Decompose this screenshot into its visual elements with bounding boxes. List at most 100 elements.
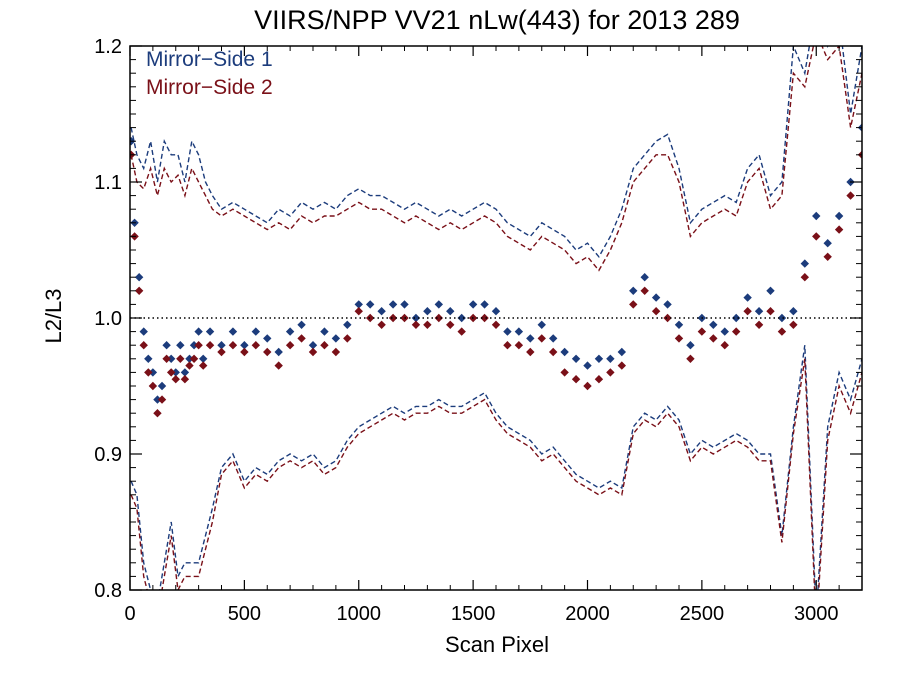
data-point-ms2 bbox=[491, 320, 501, 329]
data-point-ms2 bbox=[297, 334, 306, 343]
data-point-ms1 bbox=[162, 341, 171, 350]
x-tick-label: 2500 bbox=[680, 603, 725, 625]
data-point-ms2 bbox=[697, 327, 707, 336]
data-point-ms1 bbox=[731, 313, 741, 323]
x-tick-label: 1000 bbox=[337, 603, 382, 625]
data-point-ms2 bbox=[274, 361, 283, 370]
data-point-ms1 bbox=[663, 300, 672, 309]
data-point-ms2 bbox=[153, 409, 162, 418]
data-point-ms2 bbox=[185, 361, 194, 370]
data-point-ms1 bbox=[180, 368, 190, 377]
data-point-ms1 bbox=[434, 300, 444, 309]
data-point-ms2 bbox=[166, 368, 176, 377]
data-point-ms1 bbox=[285, 327, 295, 336]
data-point-ms1 bbox=[560, 347, 569, 357]
data-point-ms1 bbox=[343, 320, 352, 329]
data-point-ms1 bbox=[457, 313, 466, 323]
x-tick-label: 0 bbox=[124, 603, 135, 625]
data-point-ms1 bbox=[720, 327, 729, 336]
data-point-ms1 bbox=[274, 347, 283, 357]
plot-area bbox=[130, 46, 862, 590]
data-point-ms1 bbox=[331, 334, 341, 343]
data-point-ms1 bbox=[617, 347, 627, 357]
data-point-ms1 bbox=[754, 307, 764, 316]
data-point-ms1 bbox=[189, 341, 199, 350]
data-point-ms2 bbox=[560, 368, 569, 377]
series-line-mirror-side-2-upper-bound bbox=[130, 46, 862, 272]
data-point-ms2 bbox=[285, 341, 295, 350]
data-point-ms2 bbox=[800, 273, 810, 282]
data-point-ms2 bbox=[709, 334, 718, 343]
data-point-ms2 bbox=[377, 320, 386, 329]
data-point-ms2 bbox=[651, 307, 661, 316]
data-point-ms1 bbox=[777, 313, 787, 323]
data-point-ms1 bbox=[297, 320, 306, 329]
x-tick-label: 1500 bbox=[451, 603, 496, 625]
data-point-ms1 bbox=[834, 211, 844, 221]
data-point-ms2 bbox=[343, 334, 352, 343]
data-point-ms1 bbox=[594, 354, 604, 363]
data-point-ms2 bbox=[411, 320, 421, 329]
legend-entry-mirror-side-1: Mirror−Side 1 bbox=[146, 48, 273, 71]
y-tick-label: 1.0 bbox=[94, 308, 122, 330]
data-point-ms1 bbox=[514, 327, 524, 336]
data-point-ms1 bbox=[308, 341, 318, 350]
data-point-ms2 bbox=[766, 307, 775, 316]
data-point-ms2 bbox=[526, 347, 535, 357]
data-point-ms1 bbox=[468, 300, 478, 309]
data-point-ms1 bbox=[789, 307, 798, 316]
x-axis-label: Scan Pixel bbox=[445, 632, 549, 657]
data-point-ms2 bbox=[157, 395, 167, 404]
data-point-ms1 bbox=[674, 320, 684, 329]
data-point-ms1 bbox=[491, 307, 501, 316]
data-point-ms2 bbox=[789, 320, 798, 329]
series-line-mirror-side-2-lower-bound bbox=[130, 358, 862, 590]
data-point-ms2 bbox=[777, 327, 787, 336]
data-point-ms2 bbox=[176, 354, 185, 363]
data-point-ms1 bbox=[629, 286, 638, 295]
data-point-ms2 bbox=[365, 313, 375, 323]
chart-title: VIIRS/NPP VV21 nLw(443) for 2013 289 bbox=[254, 5, 740, 35]
data-point-ms2 bbox=[388, 313, 398, 323]
y-tick-label: 1.2 bbox=[94, 36, 122, 58]
data-point-ms1 bbox=[144, 354, 153, 363]
data-point-ms2 bbox=[640, 286, 649, 295]
data-point-ms1 bbox=[377, 307, 386, 316]
series-lines bbox=[130, 46, 862, 590]
data-point-ms2 bbox=[583, 381, 592, 391]
tick-labels: 0 500 1000 1500 2000 2500 3000 0.8 0.9 1.0 1.1 1.2 bbox=[94, 36, 838, 625]
data-point-ms2 bbox=[548, 347, 558, 357]
data-point-ms2 bbox=[263, 347, 272, 357]
legend: Mirror−Side 1 Mirror−Side 2 bbox=[146, 48, 273, 99]
data-point-ms1 bbox=[526, 334, 535, 343]
data-point-ms1 bbox=[166, 354, 176, 363]
data-point-ms2 bbox=[446, 320, 455, 329]
data-point-ms1 bbox=[640, 273, 649, 282]
data-point-ms1 bbox=[240, 341, 249, 350]
data-point-ms1 bbox=[199, 354, 208, 363]
data-point-ms1 bbox=[583, 361, 592, 370]
data-point-ms2 bbox=[171, 375, 180, 384]
data-point-ms1 bbox=[686, 341, 695, 350]
data-point-ms2 bbox=[434, 313, 444, 323]
data-point-ms1 bbox=[388, 300, 398, 309]
legend-entry-mirror-side-2: Mirror−Side 2 bbox=[146, 76, 273, 99]
data-point-ms1 bbox=[480, 300, 489, 309]
data-point-ms1 bbox=[171, 368, 180, 377]
data-point-ms1 bbox=[153, 395, 162, 404]
data-point-ms2 bbox=[251, 341, 261, 350]
data-point-ms2 bbox=[606, 368, 615, 377]
data-point-ms2 bbox=[139, 341, 148, 350]
data-point-ms1 bbox=[263, 334, 272, 343]
data-point-ms2 bbox=[480, 313, 489, 323]
data-point-ms2 bbox=[663, 313, 672, 323]
data-point-ms2 bbox=[846, 191, 855, 200]
data-point-ms1 bbox=[228, 327, 238, 336]
data-point-ms1 bbox=[503, 327, 512, 336]
data-point-ms1 bbox=[354, 300, 363, 309]
data-point-ms1 bbox=[812, 211, 821, 221]
data-point-ms1 bbox=[823, 239, 832, 248]
data-point-ms1 bbox=[157, 381, 167, 391]
data-point-ms1 bbox=[217, 341, 226, 350]
